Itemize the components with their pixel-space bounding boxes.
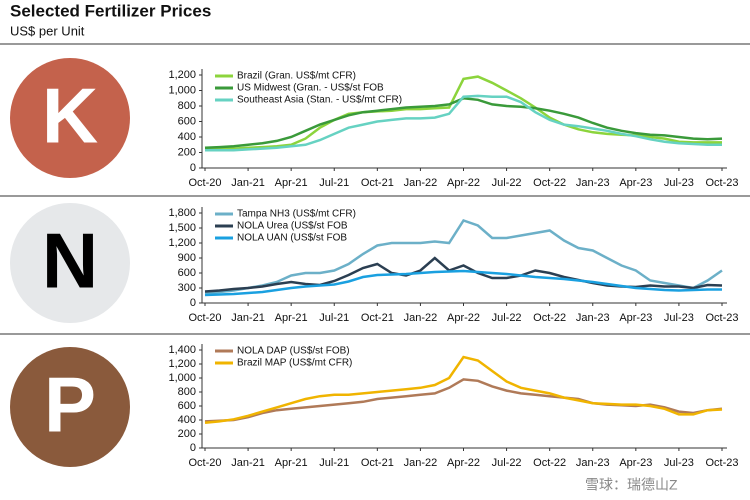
x-tick-label: Oct-23 [705, 457, 738, 469]
x-tick-label: Oct-20 [188, 312, 221, 324]
x-tick-label: Apr-21 [275, 177, 308, 189]
badge-k [10, 58, 130, 178]
y-tick-label: 800 [178, 100, 196, 112]
y-tick-label: 1,800 [168, 207, 196, 219]
x-tick-label: Jan-23 [576, 312, 610, 324]
x-tick-label: Oct-22 [533, 312, 566, 324]
x-tick-label: Oct-21 [361, 177, 394, 189]
badge-letter: P [44, 361, 96, 449]
x-tick-label: Jan-21 [231, 177, 265, 189]
x-tick-label: Apr-23 [619, 457, 652, 469]
x-tick-label: Jul-23 [664, 457, 694, 469]
legend-label: US Midwest (Gran. - US$/st FOB [237, 83, 384, 94]
y-tick-label: 800 [178, 386, 196, 398]
y-tick-label: 600 [178, 400, 196, 412]
x-tick-label: Jul-22 [492, 457, 522, 469]
x-tick-label: Oct-21 [361, 457, 394, 469]
y-tick-label: 400 [178, 414, 196, 426]
x-tick-label: Apr-22 [447, 457, 480, 469]
y-tick-label: 600 [178, 115, 196, 127]
legend-label: Southeast Asia (Stan. - US$/mt CFR) [237, 95, 402, 106]
x-tick-label: Jul-23 [664, 177, 694, 189]
y-tick-label: 0 [190, 297, 196, 309]
x-tick-label: Jan-22 [404, 457, 438, 469]
x-tick-label: Jul-21 [319, 177, 349, 189]
series-line [204, 218, 723, 295]
legend-label: NOLA Urea (US$/st FOB [237, 221, 348, 232]
x-tick-label: Oct-22 [533, 457, 566, 469]
y-tick-label: 1,500 [168, 222, 196, 234]
x-tick-label: Jul-22 [492, 312, 522, 324]
x-tick-label: Oct-23 [705, 177, 738, 189]
x-tick-label: Apr-23 [619, 312, 652, 324]
legend-label: Brazil MAP (US$/mt CFR) [237, 358, 352, 369]
x-tick-label: Oct-21 [361, 312, 394, 324]
x-tick-label: Jan-23 [576, 177, 610, 189]
y-tick-label: 1,000 [168, 84, 196, 96]
x-tick-label: Oct-20 [188, 177, 221, 189]
x-tick-label: Jan-23 [576, 457, 610, 469]
y-tick-label: 600 [178, 267, 196, 279]
x-tick-label: Oct-23 [705, 312, 738, 324]
x-tick-label: Jul-22 [492, 177, 522, 189]
x-tick-label: Jan-22 [404, 177, 438, 189]
series-line [204, 97, 723, 150]
y-tick-label: 1,200 [168, 237, 196, 249]
x-tick-label: Jul-21 [319, 457, 349, 469]
title: Selected Fertilizer Prices [10, 1, 211, 20]
x-tick-label: Oct-20 [188, 457, 221, 469]
y-tick-label: 1,400 [168, 344, 196, 356]
legend-label: NOLA UAN (US$/st FOB [237, 233, 347, 244]
badge-n [10, 203, 130, 323]
x-tick-label: Oct-22 [533, 177, 566, 189]
x-tick-label: Apr-22 [447, 312, 480, 324]
legend-label: Brazil (Gran. US$/mt CFR) [237, 71, 356, 82]
series-line [204, 256, 723, 293]
y-tick-label: 900 [178, 252, 196, 264]
badge-letter: N [42, 217, 98, 305]
y-tick-label: 0 [190, 442, 196, 454]
series-line [204, 355, 723, 425]
x-tick-label: Jul-21 [319, 312, 349, 324]
legend-label: NOLA DAP (US$/st FOB) [237, 346, 350, 357]
watermark: 雪球：瑞德山Z [585, 477, 678, 493]
y-tick-label: 1,200 [168, 69, 196, 81]
x-tick-label: Apr-23 [619, 177, 652, 189]
y-tick-label: 300 [178, 282, 196, 294]
x-tick-label: Jan-21 [231, 312, 265, 324]
x-tick-label: Apr-21 [275, 457, 308, 469]
series-line [205, 94, 722, 152]
x-tick-label: Apr-22 [447, 177, 480, 189]
subtitle: US$ per Unit [10, 23, 85, 38]
series-line [204, 378, 723, 423]
y-tick-label: 1,200 [168, 358, 196, 370]
x-tick-label: Apr-21 [275, 312, 308, 324]
x-tick-label: Jan-22 [404, 312, 438, 324]
series-line [204, 269, 722, 297]
x-tick-label: Jul-23 [664, 312, 694, 324]
y-tick-label: 400 [178, 131, 196, 143]
badge-p [10, 347, 130, 467]
badge-letter: K [42, 72, 98, 160]
x-tick-label: Jan-21 [231, 457, 265, 469]
y-tick-label: 200 [178, 428, 196, 440]
legend-label: Tampa NH3 (US$/mt CFR) [237, 209, 356, 220]
y-tick-label: 200 [178, 146, 196, 158]
y-tick-label: 0 [190, 162, 196, 174]
y-tick-label: 1,000 [168, 372, 196, 384]
